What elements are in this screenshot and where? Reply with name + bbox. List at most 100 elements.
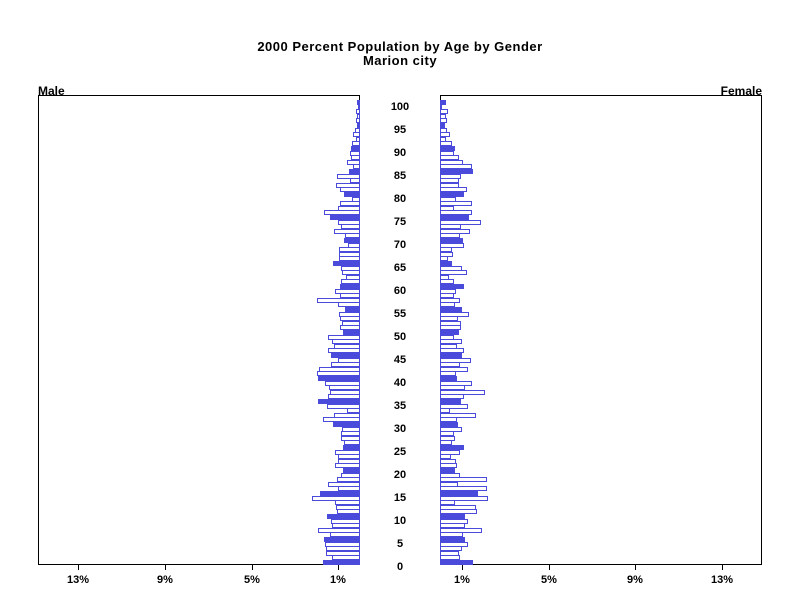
female-bar-age-34 xyxy=(440,403,468,409)
female-bar-age-89 xyxy=(440,150,454,156)
male-bar-age-57 xyxy=(317,297,360,303)
female-bar-age-91 xyxy=(440,141,452,147)
age-tick-label-20: 20 xyxy=(393,469,407,481)
female-bar-age-64 xyxy=(440,265,462,271)
male-bar-age-29 xyxy=(342,426,360,432)
male-bar-age-97 xyxy=(357,113,360,119)
female-bar-age-31 xyxy=(440,417,457,423)
male-bar-age-63 xyxy=(342,270,360,276)
age-tick-label-0: 0 xyxy=(396,561,404,573)
male-bar-age-27 xyxy=(341,435,360,441)
female-bar-age-22 xyxy=(440,458,456,464)
x-tick xyxy=(549,565,550,570)
male-bar-age-34 xyxy=(327,403,360,409)
female-bar-age-93 xyxy=(440,132,450,138)
age-tick-label-30: 30 xyxy=(393,423,407,435)
age-tick-label-80: 80 xyxy=(393,193,407,205)
female-bar-age-49 xyxy=(440,334,454,340)
male-bar-age-99 xyxy=(358,104,360,110)
male-bar-age-82 xyxy=(336,182,360,188)
age-tick-label-25: 25 xyxy=(393,446,407,458)
female-bar-age-8 xyxy=(440,523,465,529)
female-bar-age-33 xyxy=(440,408,450,414)
female-bar-age-4 xyxy=(440,541,468,547)
male-bar-age-60 xyxy=(340,284,360,289)
female-bar-age-53 xyxy=(440,316,458,322)
female-bar-age-42 xyxy=(440,366,468,372)
x-tick xyxy=(338,565,339,570)
male-bar-age-26 xyxy=(344,440,360,446)
male-bar-age-5 xyxy=(324,537,360,542)
female-bar-age-3 xyxy=(440,546,462,552)
age-tick-label-10: 10 xyxy=(393,515,407,527)
female-bar-age-96 xyxy=(440,118,447,124)
female-bar-age-37 xyxy=(440,389,485,395)
x-tick-label: 1% xyxy=(454,574,470,586)
male-bar-age-88 xyxy=(351,155,360,161)
male-bar-age-68 xyxy=(339,247,360,253)
male-bar-age-3 xyxy=(326,546,360,552)
male-bar-age-21 xyxy=(335,463,360,469)
male-bar-age-38 xyxy=(329,385,360,391)
male-bar-age-84 xyxy=(337,173,360,179)
age-tick-label-70: 70 xyxy=(393,239,407,251)
male-bar-age-41 xyxy=(317,371,360,377)
female-bar-age-27 xyxy=(440,435,455,441)
female-bar-age-66 xyxy=(440,256,448,262)
female-bar-age-44 xyxy=(440,357,471,363)
age-tick-label-100: 100 xyxy=(390,101,410,113)
male-bar-age-39 xyxy=(325,380,360,386)
female-bar-age-55 xyxy=(440,307,462,312)
female-bar-age-21 xyxy=(440,463,457,469)
male-bar-age-98 xyxy=(356,109,360,115)
female-bar-age-63 xyxy=(440,270,467,276)
male-bar-age-1 xyxy=(332,555,360,561)
female-bar-age-15 xyxy=(440,491,478,496)
female-bar-age-58 xyxy=(440,293,454,299)
male-bar-age-93 xyxy=(353,132,360,138)
male-bar-age-32 xyxy=(334,412,360,418)
female-bar-age-5 xyxy=(440,537,465,542)
male-bar-age-61 xyxy=(341,279,360,285)
female-bar-age-19 xyxy=(440,472,460,478)
female-bar-age-69 xyxy=(440,242,464,248)
age-tick-label-15: 15 xyxy=(393,492,407,504)
female-bar-age-23 xyxy=(440,454,451,460)
male-bar-age-49 xyxy=(328,334,360,340)
male-bar-age-17 xyxy=(328,481,360,487)
female-bar-age-82 xyxy=(440,182,459,188)
male-bar-age-69 xyxy=(348,242,360,248)
male-bar-age-4 xyxy=(325,541,360,547)
male-bar-age-46 xyxy=(328,348,360,354)
age-tick-label-65: 65 xyxy=(393,262,407,274)
x-tick-label: 9% xyxy=(157,574,173,586)
female-bar-age-98 xyxy=(440,109,448,115)
male-bar-age-71 xyxy=(345,233,360,239)
female-bar-age-13 xyxy=(440,500,455,506)
female-bar-age-78 xyxy=(440,201,472,207)
male-bar-age-36 xyxy=(328,394,360,400)
x-tick xyxy=(165,565,166,570)
male-bar-age-80 xyxy=(344,192,360,197)
female-bar-age-92 xyxy=(440,136,446,142)
female-bar-age-41 xyxy=(440,371,456,377)
age-tick-label-60: 60 xyxy=(393,285,407,297)
male-bar-age-44 xyxy=(338,357,360,363)
age-tick-label-75: 75 xyxy=(393,216,407,228)
age-tick-label-5: 5 xyxy=(396,538,404,550)
male-bar-age-40 xyxy=(318,376,360,381)
male-bar-age-79 xyxy=(352,196,360,202)
female-bar-age-50 xyxy=(440,330,459,335)
male-axis-label: Male xyxy=(38,84,65,98)
male-bar-age-8 xyxy=(332,523,360,529)
female-bar-age-65 xyxy=(440,261,452,266)
female-bar-age-99 xyxy=(440,104,442,110)
male-bar-age-28 xyxy=(341,431,360,437)
age-tick-label-45: 45 xyxy=(393,354,407,366)
female-bar-age-85 xyxy=(440,169,473,174)
female-bar-age-26 xyxy=(440,440,452,446)
male-bar-age-50 xyxy=(343,330,360,335)
female-bar-age-36 xyxy=(440,394,464,400)
female-bar-age-62 xyxy=(440,274,449,280)
